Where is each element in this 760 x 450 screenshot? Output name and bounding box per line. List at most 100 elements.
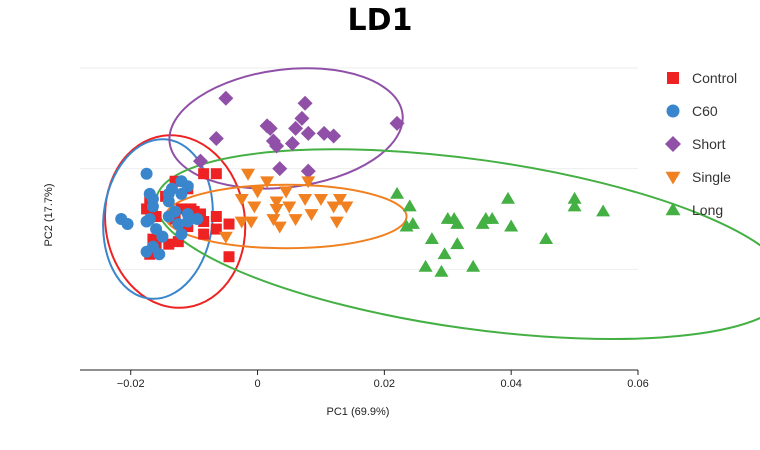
data-point-short	[297, 95, 313, 111]
data-point-single	[250, 186, 265, 199]
data-point-c60	[181, 215, 194, 228]
ellipse-long	[154, 148, 760, 341]
data-point-short	[284, 136, 300, 151]
x-tick-label: 0	[254, 378, 260, 390]
series-c60	[115, 167, 204, 261]
legend-marker	[665, 171, 681, 185]
data-point-control	[210, 210, 222, 222]
legend-item-single[interactable]: Single	[665, 169, 732, 185]
data-point-single	[332, 193, 347, 206]
data-point-single	[298, 193, 313, 206]
data-point-single	[218, 231, 233, 244]
data-point-long	[390, 186, 405, 199]
data-point-single	[241, 168, 256, 181]
data-point-control	[150, 210, 162, 222]
data-point-c60	[140, 167, 153, 180]
data-point-single	[234, 193, 249, 206]
data-point-short	[272, 161, 288, 177]
data-point-single	[244, 216, 259, 229]
data-point-short	[269, 138, 285, 154]
data-point-short	[326, 128, 342, 144]
data-point-short	[300, 163, 316, 179]
legend-item-c60[interactable]: C60	[666, 103, 718, 119]
data-point-control	[198, 216, 210, 228]
data-point-long	[450, 217, 465, 229]
data-point-single	[329, 216, 344, 229]
legend-marker	[665, 136, 681, 152]
data-point-single	[234, 216, 249, 229]
data-points	[115, 90, 611, 277]
data-point-long	[424, 232, 439, 245]
x-tick-label: −0.02	[117, 378, 145, 390]
legend-item-short[interactable]: Short	[665, 136, 726, 152]
data-point-control	[163, 238, 175, 250]
legend-label: Long	[692, 202, 723, 218]
legend-marker	[665, 202, 681, 216]
series-short	[192, 90, 405, 179]
data-point-single	[266, 214, 281, 226]
legend-label: Short	[692, 136, 726, 152]
data-point-short	[294, 110, 310, 126]
data-point-c60	[175, 228, 188, 241]
data-point-control	[175, 203, 187, 215]
data-point-long	[596, 204, 611, 217]
data-point-control	[198, 168, 210, 180]
chart-title: LD1	[348, 3, 413, 38]
data-point-single	[313, 193, 328, 206]
data-point-short	[192, 153, 208, 169]
ellipse-control	[103, 134, 247, 309]
data-point-c60	[162, 210, 175, 223]
data-point-control	[147, 233, 159, 245]
data-point-c60	[156, 230, 169, 243]
data-point-long	[466, 259, 481, 272]
data-point-long	[475, 217, 490, 229]
legend-label: C60	[692, 103, 718, 119]
data-point-single	[339, 201, 354, 214]
data-point-short	[218, 90, 234, 106]
y-axis-label: PC2 (17.7%)	[43, 184, 55, 247]
data-point-long	[501, 191, 516, 204]
x-tick-label: 0.06	[627, 378, 648, 390]
series-long	[390, 186, 611, 277]
data-point-c60	[175, 187, 188, 200]
data-point-long	[567, 199, 582, 212]
data-point-control	[169, 175, 181, 187]
data-point-c60	[153, 248, 166, 261]
legend-marker	[666, 104, 680, 118]
data-point-control	[210, 223, 222, 235]
x-axis-ticks: −0.02 0 0.02 0.04 0.06	[117, 370, 649, 390]
data-point-long	[450, 237, 465, 250]
legend-label: Control	[692, 70, 737, 86]
data-point-short	[208, 130, 224, 146]
legend-item-long[interactable]: Long	[665, 202, 724, 218]
data-point-single	[269, 196, 284, 209]
legend: Control C60 Short Single Long	[665, 70, 737, 218]
legend-marker	[667, 72, 679, 84]
series-single	[218, 168, 354, 244]
data-point-control	[223, 218, 235, 230]
data-point-short	[389, 115, 405, 131]
data-point-short	[300, 125, 316, 141]
data-point-c60	[162, 195, 175, 208]
data-point-control	[223, 251, 235, 263]
x-axis-label: PC1 (69.9%)	[327, 406, 390, 418]
data-point-c60	[191, 213, 204, 225]
data-point-single	[279, 186, 294, 199]
x-tick-label: 0.02	[374, 378, 395, 390]
data-point-long	[402, 199, 417, 212]
data-point-single	[282, 201, 297, 214]
data-point-control	[210, 168, 222, 180]
data-point-single	[260, 176, 275, 189]
data-point-c60	[140, 215, 153, 228]
ellipse-short	[168, 67, 404, 190]
data-point-c60	[121, 218, 134, 231]
data-point-long	[567, 191, 582, 204]
data-point-short	[288, 120, 304, 136]
data-point-long	[485, 212, 500, 224]
data-point-c60	[172, 218, 185, 231]
legend-item-control[interactable]: Control	[667, 70, 737, 86]
data-point-control	[172, 236, 184, 248]
data-point-control	[198, 228, 210, 240]
data-point-c60	[140, 245, 153, 258]
